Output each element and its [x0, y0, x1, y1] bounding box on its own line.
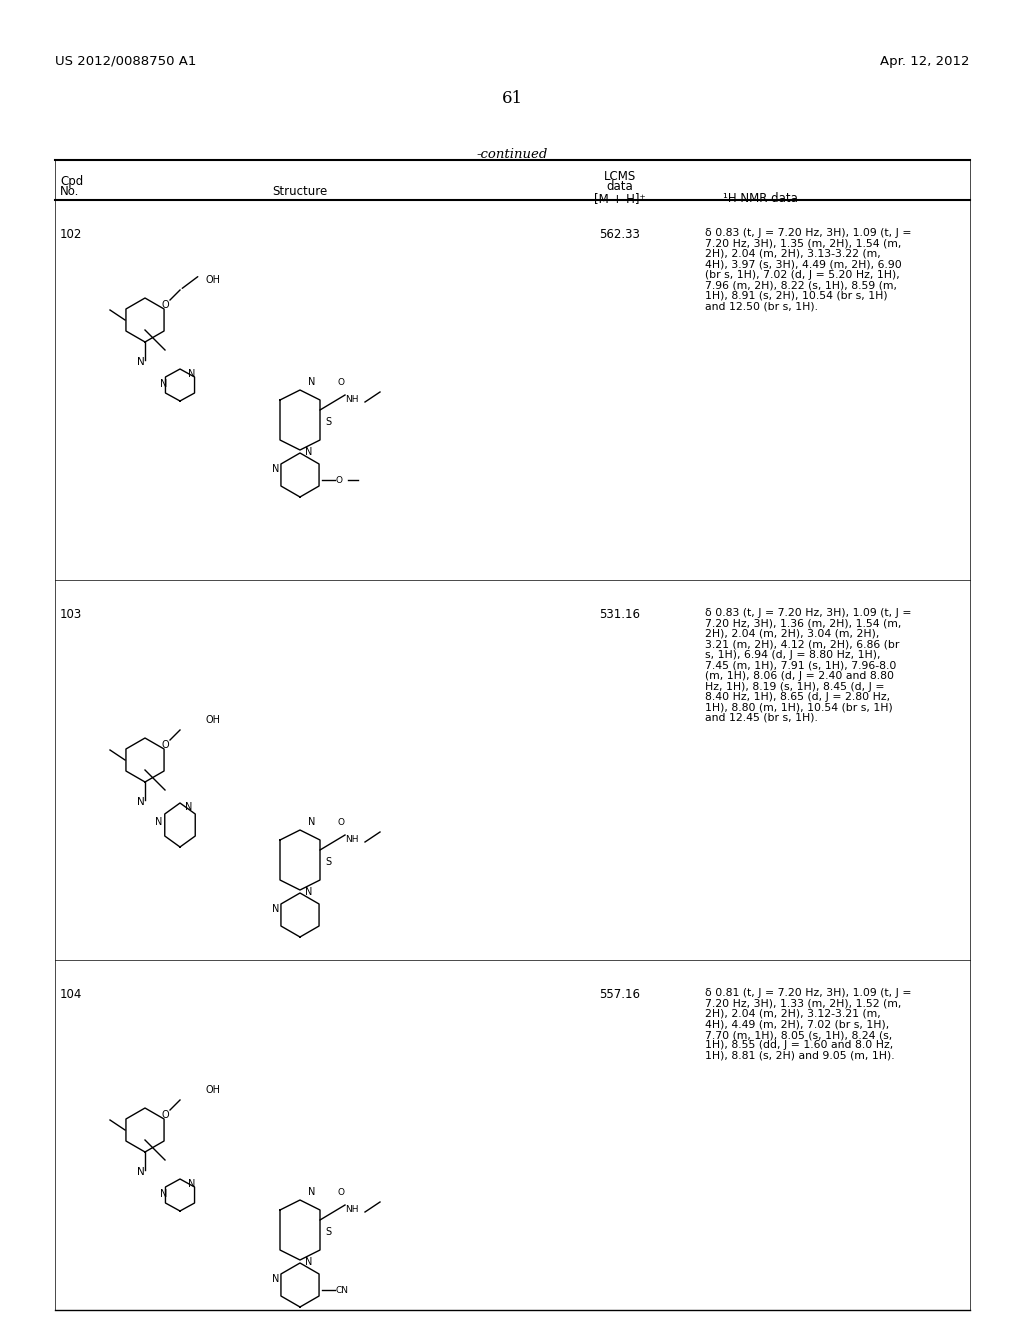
Text: 1H), 8.91 (s, 2H), 10.54 (br s, 1H): 1H), 8.91 (s, 2H), 10.54 (br s, 1H) [705, 290, 888, 301]
Text: Structure: Structure [272, 185, 328, 198]
Text: O: O [161, 741, 169, 750]
Text: NH: NH [345, 395, 358, 404]
Text: 4H), 4.49 (m, 2H), 7.02 (br s, 1H),: 4H), 4.49 (m, 2H), 7.02 (br s, 1H), [705, 1019, 889, 1030]
Text: 557.16: 557.16 [599, 987, 640, 1001]
Text: 2H), 2.04 (m, 2H), 3.13-3.22 (m,: 2H), 2.04 (m, 2H), 3.13-3.22 (m, [705, 249, 881, 259]
Text: 7.96 (m, 2H), 8.22 (s, 1H), 8.59 (m,: 7.96 (m, 2H), 8.22 (s, 1H), 8.59 (m, [705, 281, 897, 290]
Text: N: N [188, 370, 196, 379]
Text: 4H), 3.97 (s, 3H), 4.49 (m, 2H), 6.90: 4H), 3.97 (s, 3H), 4.49 (m, 2H), 6.90 [705, 260, 902, 269]
Text: O: O [338, 378, 345, 387]
Text: OH: OH [205, 275, 220, 285]
Text: N: N [155, 817, 163, 828]
Text: S: S [325, 1228, 331, 1237]
Text: 531.16: 531.16 [599, 609, 640, 620]
Text: δ 0.83 (t, J = 7.20 Hz, 3H), 1.09 (t, J =: δ 0.83 (t, J = 7.20 Hz, 3H), 1.09 (t, J … [705, 228, 911, 238]
Text: 562.33: 562.33 [600, 228, 640, 242]
Text: S: S [325, 417, 331, 426]
Text: N: N [308, 817, 315, 828]
Text: N: N [272, 1274, 280, 1284]
Text: 7.70 (m, 1H), 8.05 (s, 1H), 8.24 (s,: 7.70 (m, 1H), 8.05 (s, 1H), 8.24 (s, [705, 1030, 892, 1040]
Text: and 12.50 (br s, 1H).: and 12.50 (br s, 1H). [705, 301, 818, 312]
Text: 102: 102 [60, 228, 82, 242]
Text: S: S [325, 857, 331, 867]
Text: 1H), 8.81 (s, 2H) and 9.05 (m, 1H).: 1H), 8.81 (s, 2H) and 9.05 (m, 1H). [705, 1051, 895, 1061]
Text: 104: 104 [60, 987, 82, 1001]
Text: OH: OH [205, 715, 220, 725]
Text: -continued: -continued [476, 148, 548, 161]
Text: O: O [161, 300, 169, 310]
Text: N: N [305, 1257, 312, 1267]
Text: N: N [305, 447, 312, 457]
Text: N: N [188, 1179, 196, 1189]
Text: 2H), 2.04 (m, 2H), 3.04 (m, 2H),: 2H), 2.04 (m, 2H), 3.04 (m, 2H), [705, 630, 880, 639]
Text: Hz, 1H), 8.19 (s, 1H), 8.45 (d, J =: Hz, 1H), 8.19 (s, 1H), 8.45 (d, J = [705, 681, 885, 692]
Text: 1H), 8.80 (m, 1H), 10.54 (br s, 1H): 1H), 8.80 (m, 1H), 10.54 (br s, 1H) [705, 702, 893, 713]
Text: N: N [160, 379, 167, 389]
Text: N: N [308, 1187, 315, 1197]
Text: 2H), 2.04 (m, 2H), 3.12-3.21 (m,: 2H), 2.04 (m, 2H), 3.12-3.21 (m, [705, 1008, 881, 1019]
Text: 7.20 Hz, 3H), 1.33 (m, 2H), 1.52 (m,: 7.20 Hz, 3H), 1.33 (m, 2H), 1.52 (m, [705, 998, 901, 1008]
Text: OH: OH [205, 1085, 220, 1096]
Text: O: O [161, 1110, 169, 1119]
Text: N: N [308, 378, 315, 387]
Text: N: N [137, 1167, 144, 1177]
Text: 61: 61 [502, 90, 522, 107]
Text: [M + H]⁺: [M + H]⁺ [594, 191, 646, 205]
Text: 103: 103 [60, 609, 82, 620]
Text: 7.45 (m, 1H), 7.91 (s, 1H), 7.96-8.0: 7.45 (m, 1H), 7.91 (s, 1H), 7.96-8.0 [705, 660, 896, 671]
Text: δ 0.83 (t, J = 7.20 Hz, 3H), 1.09 (t, J =: δ 0.83 (t, J = 7.20 Hz, 3H), 1.09 (t, J … [705, 609, 911, 618]
Text: Cpd: Cpd [60, 176, 83, 187]
Text: N: N [160, 1189, 167, 1199]
Text: No.: No. [60, 185, 80, 198]
Text: 8.40 Hz, 1H), 8.65 (d, J = 2.80 Hz,: 8.40 Hz, 1H), 8.65 (d, J = 2.80 Hz, [705, 692, 890, 702]
Text: O: O [338, 818, 345, 828]
Text: 1H), 8.55 (dd, J = 1.60 and 8.0 Hz,: 1H), 8.55 (dd, J = 1.60 and 8.0 Hz, [705, 1040, 893, 1051]
Text: s, 1H), 6.94 (d, J = 8.80 Hz, 1H),: s, 1H), 6.94 (d, J = 8.80 Hz, 1H), [705, 649, 881, 660]
Text: US 2012/0088750 A1: US 2012/0088750 A1 [55, 55, 197, 69]
Text: data: data [606, 180, 634, 193]
Text: N: N [272, 904, 280, 913]
Text: N: N [272, 465, 280, 474]
Text: ¹H NMR data: ¹H NMR data [723, 191, 798, 205]
Text: O: O [338, 1188, 345, 1197]
Text: 7.20 Hz, 3H), 1.35 (m, 2H), 1.54 (m,: 7.20 Hz, 3H), 1.35 (m, 2H), 1.54 (m, [705, 239, 901, 248]
Text: 7.20 Hz, 3H), 1.36 (m, 2H), 1.54 (m,: 7.20 Hz, 3H), 1.36 (m, 2H), 1.54 (m, [705, 619, 901, 628]
Text: (br s, 1H), 7.02 (d, J = 5.20 Hz, 1H),: (br s, 1H), 7.02 (d, J = 5.20 Hz, 1H), [705, 271, 900, 280]
Text: (m, 1H), 8.06 (d, J = 2.40 and 8.80: (m, 1H), 8.06 (d, J = 2.40 and 8.80 [705, 671, 894, 681]
Text: δ 0.81 (t, J = 7.20 Hz, 3H), 1.09 (t, J =: δ 0.81 (t, J = 7.20 Hz, 3H), 1.09 (t, J … [705, 987, 911, 998]
Text: Apr. 12, 2012: Apr. 12, 2012 [881, 55, 970, 69]
Text: N: N [137, 797, 144, 807]
Text: 3.21 (m, 2H), 4.12 (m, 2H), 6.86 (br: 3.21 (m, 2H), 4.12 (m, 2H), 6.86 (br [705, 639, 899, 649]
Text: CN: CN [336, 1286, 349, 1295]
Text: N: N [137, 356, 144, 367]
Text: N: N [305, 887, 312, 898]
Text: O: O [336, 477, 343, 484]
Text: and 12.45 (br s, 1H).: and 12.45 (br s, 1H). [705, 713, 818, 723]
Text: N: N [185, 803, 193, 812]
Text: NH: NH [345, 836, 358, 843]
Text: LCMS: LCMS [604, 170, 636, 183]
Text: NH: NH [345, 1205, 358, 1214]
